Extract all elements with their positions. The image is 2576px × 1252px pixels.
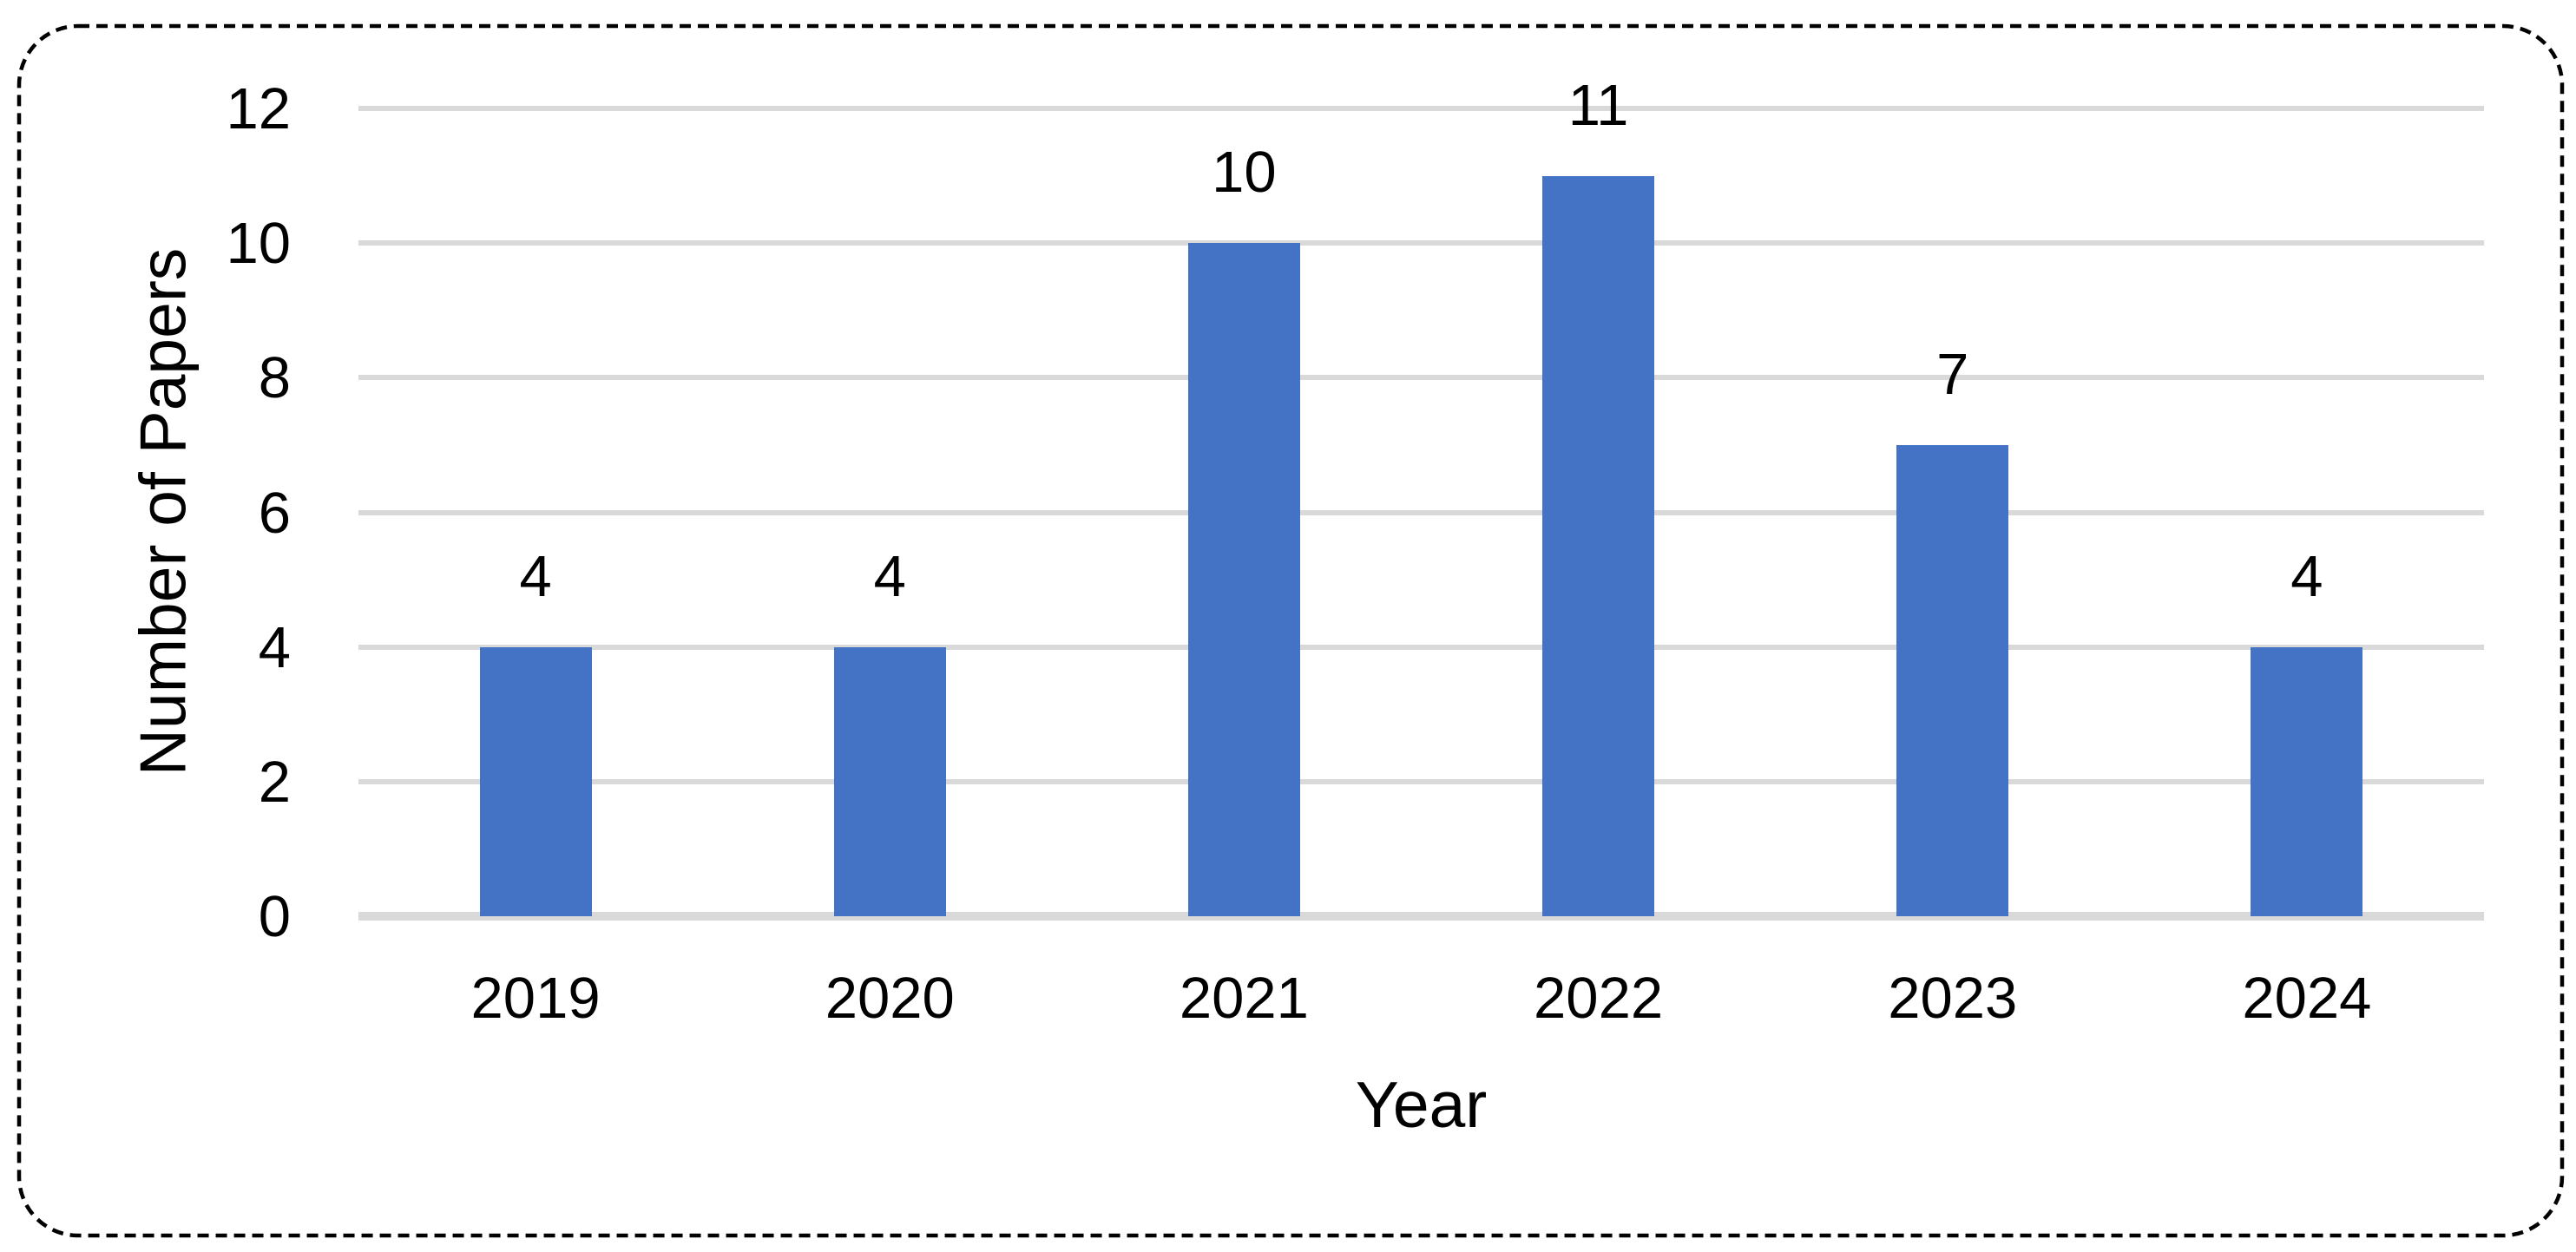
x-axis-line: [358, 912, 2484, 921]
bar-value-label-2019: 4: [519, 543, 552, 609]
y-tick-label-12: 12: [226, 76, 291, 141]
y-tick-label-6: 6: [258, 480, 291, 546]
x-tick-label-2022: 2022: [1534, 966, 1664, 1031]
x-tick-label-2019: 2019: [470, 966, 601, 1031]
bar-value-label-2021: 10: [1212, 140, 1277, 206]
gridline-y-2: [358, 778, 2484, 784]
y-tick-label-8: 8: [258, 345, 291, 411]
x-tick-label-2020: 2020: [825, 966, 955, 1031]
bar-2019: 4: [479, 547, 592, 916]
y-tick-label-10: 10: [226, 211, 291, 277]
bar-2024: 4: [2251, 547, 2363, 916]
gridline-y-4: [358, 644, 2484, 650]
bar-value-label-2023: 7: [1936, 341, 1969, 407]
bar-value-label-2024: 4: [2290, 543, 2323, 609]
gridline-y-12: [358, 106, 2484, 111]
x-tick-label-2023: 2023: [1888, 966, 2018, 1031]
x-tick-label-2024: 2024: [2242, 966, 2372, 1031]
bar-2020: 4: [833, 547, 946, 916]
bar-value-label-2020: 4: [873, 543, 906, 609]
gridline-y-8: [358, 375, 2484, 381]
bar-2021: 10: [1187, 143, 1300, 916]
bar-2023: 7: [1896, 345, 2009, 916]
bar-2022: 11: [1542, 76, 1655, 916]
bar-value-label-2022: 11: [1567, 72, 1629, 138]
gridline-y-10: [358, 240, 2484, 246]
y-tick-label-0: 0: [258, 884, 291, 949]
gridline-y-6: [358, 509, 2484, 515]
plot-area: 4 4 10 11 7 4: [358, 76, 2484, 921]
y-tick-label-4: 4: [258, 614, 291, 680]
y-tick-label-2: 2: [258, 749, 291, 815]
x-tick-label-2021: 2021: [1179, 966, 1309, 1031]
x-axis-title: Year: [1355, 1068, 1488, 1141]
